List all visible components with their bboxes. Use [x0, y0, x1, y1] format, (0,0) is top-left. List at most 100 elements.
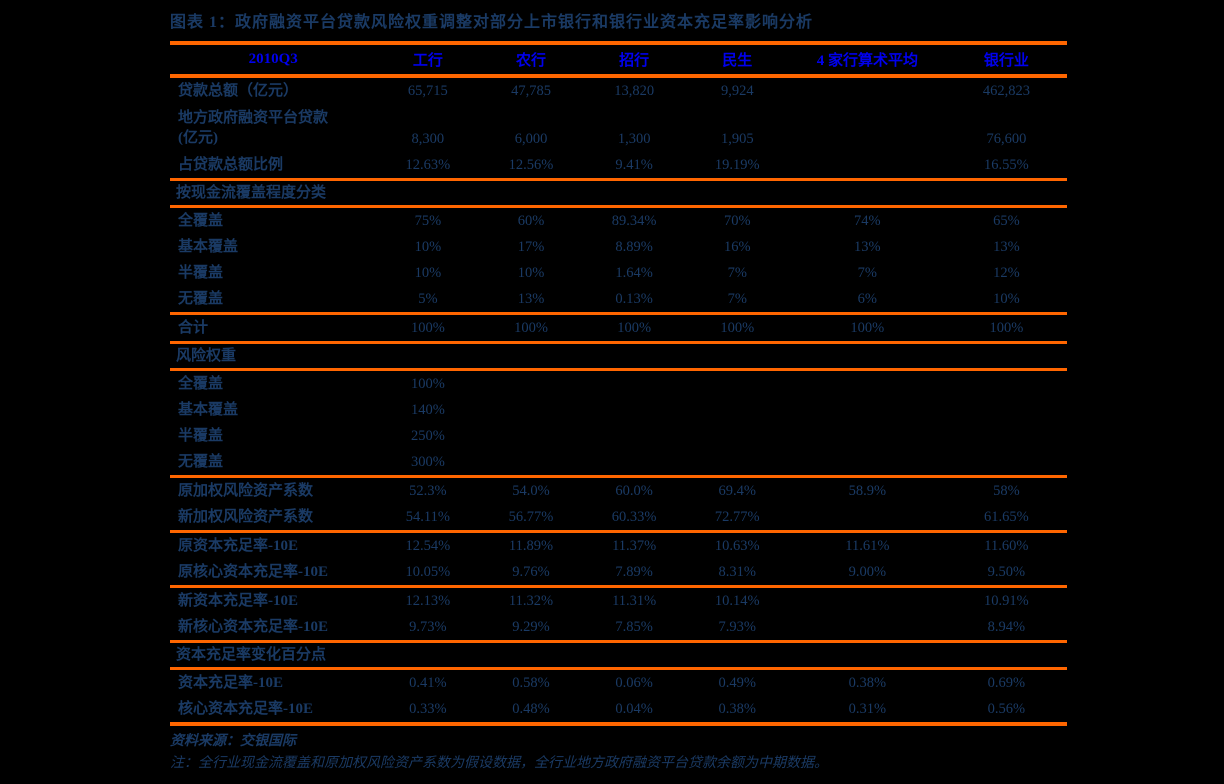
header-col-4: 民生 — [722, 53, 753, 69]
table-row: 原资本充足率-10E 12.54% 11.89% 11.37% 10.63% 11.61%… — [170, 533, 1067, 559]
cell-col-2: 9.76% — [512, 563, 550, 580]
table-row: 地方政府融资平台贷款 (亿元) 8,300 6,000 1,300 1,905 76,600 — [170, 104, 1067, 152]
cell-col-2: 9.29% — [512, 618, 550, 635]
cell-col-2: 54.0% — [512, 482, 550, 499]
cell-col-6: 10% — [993, 290, 1020, 307]
row-label-line2: (亿元) — [178, 130, 218, 146]
cell-col-2: 0.48% — [512, 700, 550, 717]
section-label: 按现金流覆盖程度分类 — [176, 185, 327, 201]
cell-col-5: 74% — [854, 212, 881, 229]
cell-col-6: 12% — [993, 264, 1020, 281]
row-label: 全覆盖 — [178, 212, 224, 229]
section-row: 资本充足率变化百分点 — [170, 643, 1067, 667]
cell-col-1: 10% — [414, 264, 442, 281]
row-divider — [170, 205, 1067, 208]
cell-col-2: 60% — [517, 212, 545, 229]
cell-col-5: 9.00% — [848, 563, 887, 580]
cell-col-1: 12.63% — [405, 156, 451, 173]
cell-col-5: 7% — [857, 264, 878, 281]
cell-col-3: 0.04% — [615, 700, 653, 717]
cell-col-2: 6,000 — [514, 131, 548, 147]
cell-col-6: 13% — [993, 238, 1020, 255]
row-divider — [170, 341, 1067, 344]
cell-col-2: 10% — [517, 264, 545, 281]
cell-col-3: 0.06% — [615, 674, 653, 691]
table-header-row: 2010Q3 工行 农行 招行 民生 4 家行算术平均 银行业 — [170, 45, 1067, 74]
cell-col-4: 16% — [723, 238, 751, 255]
cell-col-3: 89.34% — [611, 212, 657, 229]
row-label: 资本充足率-10E — [178, 674, 284, 691]
row-divider — [170, 530, 1067, 533]
cell-col-1: 65,715 — [407, 82, 448, 99]
row-label: 半覆盖 — [178, 264, 224, 281]
table-row: 半覆盖 10% 10% 1.64% 7% 7% 12% — [170, 260, 1067, 286]
cell-col-2: 13% — [517, 290, 545, 307]
cell-col-5: 100% — [850, 319, 885, 336]
cell-col-2: 17% — [517, 238, 545, 255]
table-row: 新核心资本充足率-10E 9.73% 9.29% 7.85% 7.93% 8.94% — [170, 614, 1067, 640]
cell-col-6: 10.91% — [984, 592, 1029, 609]
cell-col-1: 5% — [418, 290, 438, 307]
cell-col-3: 1.64% — [615, 264, 653, 281]
table-row: 基本覆盖 140% — [170, 397, 1067, 423]
section-label: 资本充足率变化百分点 — [176, 647, 327, 663]
cell-col-1: 0.41% — [409, 674, 447, 691]
cell-col-3: 60.33% — [611, 508, 657, 525]
cell-col-1: 10% — [414, 238, 442, 255]
cell-col-3: 13,820 — [614, 82, 655, 99]
row-label: 无覆盖 — [178, 290, 224, 307]
cell-col-4: 70% — [723, 212, 751, 229]
row-divider — [170, 475, 1067, 478]
header-col-6: 银行业 — [983, 53, 1029, 69]
row-divider — [170, 640, 1067, 643]
cell-col-2: 47,785 — [511, 82, 551, 99]
cell-col-6: 100% — [989, 319, 1024, 336]
cell-col-2: 100% — [514, 319, 548, 336]
section-row: 按现金流覆盖程度分类 — [170, 181, 1067, 205]
cell-col-3: 11.37% — [612, 537, 657, 554]
table-row: 合计 100% 100% 100% 100% 100% 100% — [170, 315, 1067, 341]
cell-col-3: 0.13% — [615, 290, 653, 307]
cell-col-3: 7.89% — [615, 563, 653, 580]
cell-col-3: 9.41% — [615, 156, 653, 173]
cell-col-6: 61.65% — [984, 508, 1029, 525]
header-col-5: 4 家行算术平均 — [816, 53, 918, 69]
table-row: 资本充足率-10E 0.41% 0.58% 0.06% 0.49% 0.38% 0.69% — [170, 670, 1067, 696]
header-col-2: 农行 — [516, 53, 547, 69]
row-label: 新资本充足率-10E — [178, 592, 299, 609]
assumption-note: 注：全行业现金流覆盖和原加权风险资产系数为假设数据，全行业地方政府融资平台贷款余… — [170, 756, 828, 771]
cell-col-5 — [789, 148, 946, 152]
cell-col-2: 11.89% — [508, 537, 554, 554]
row-label: 半覆盖 — [178, 427, 224, 444]
cell-col-4: 69.4% — [718, 482, 757, 499]
table-row: 无覆盖 300% — [170, 449, 1067, 475]
cell-col-1: 300% — [410, 453, 445, 470]
cell-col-2: 12.56% — [508, 156, 554, 173]
cell-col-6: 462,823 — [982, 82, 1030, 99]
cell-col-4: 0.38% — [718, 700, 757, 717]
cell-col-1: 12.13% — [405, 592, 451, 609]
cell-col-1: 12.54% — [405, 537, 451, 554]
row-label: 新加权风险资产系数 — [178, 508, 314, 525]
cell-col-4: 19.19% — [714, 156, 760, 173]
row-label: 贷款总额（亿元） — [178, 82, 299, 99]
table-row: 全覆盖 75% 60% 89.34% 70% 74% 65% — [170, 208, 1067, 234]
row-label: 无覆盖 — [178, 453, 224, 470]
cell-col-4: 72.77% — [714, 508, 760, 525]
table-body: 贷款总额（亿元） 65,715 47,785 13,820 9,924 462,823 地方… — [170, 78, 1067, 726]
cell-col-6: 8.94% — [987, 618, 1026, 635]
cell-col-4: 10.14% — [714, 592, 760, 609]
row-divider — [170, 178, 1067, 181]
cell-col-3: 8.89% — [615, 238, 653, 255]
cell-col-6: 76,600 — [986, 131, 1027, 147]
cell-col-5: 11.61% — [845, 537, 890, 554]
cell-col-1: 54.11% — [405, 508, 450, 525]
source-note: 资料来源：交银国际 — [170, 734, 296, 749]
cell-col-1: 8,300 — [411, 131, 445, 147]
table-row: 占贷款总额比例 12.63% 12.56% 9.41% 19.19% 16.55% — [170, 152, 1067, 178]
row-label: 原资本充足率-10E — [178, 537, 299, 554]
row-label: 合计 — [178, 319, 209, 336]
table-row: 基本覆盖 10% 17% 8.89% 16% 13% 13% — [170, 234, 1067, 260]
cell-col-5: 58.9% — [848, 482, 887, 499]
cell-col-6: 0.69% — [987, 674, 1026, 691]
